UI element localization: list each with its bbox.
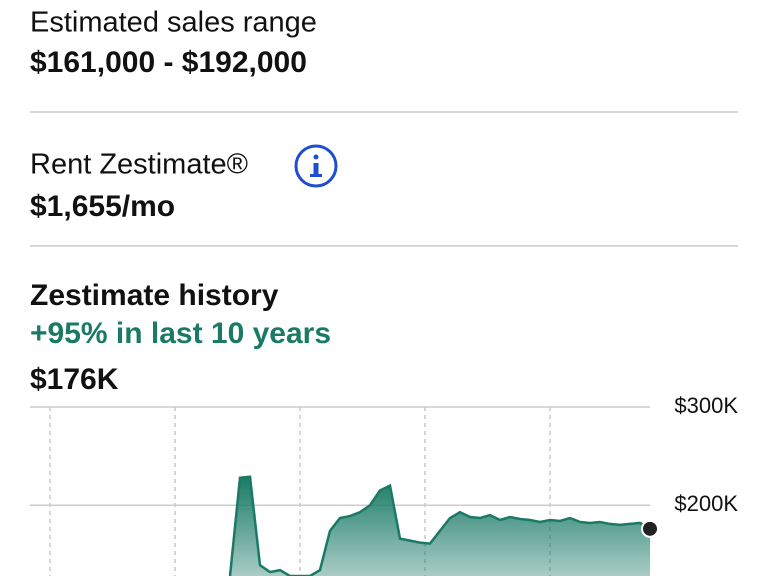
sales-range-label: Estimated sales range bbox=[30, 7, 317, 39]
rent-label: Rent Zestimate® bbox=[30, 149, 248, 181]
y-tick-label: $200K bbox=[674, 491, 738, 516]
info-icon[interactable] bbox=[294, 144, 338, 188]
chart-title: Zestimate history bbox=[30, 279, 279, 312]
line bbox=[228, 475, 651, 576]
chart-subtitle: +95% in last 10 years bbox=[30, 317, 331, 350]
y-tick-label: $300K bbox=[674, 393, 738, 418]
current-value: $176K bbox=[30, 363, 119, 396]
area bbox=[230, 476, 650, 576]
sales-range-value: $161,000 - $192,000 bbox=[30, 46, 307, 79]
end-point bbox=[641, 519, 659, 538]
rent-value: $1,655/mo bbox=[30, 190, 175, 223]
